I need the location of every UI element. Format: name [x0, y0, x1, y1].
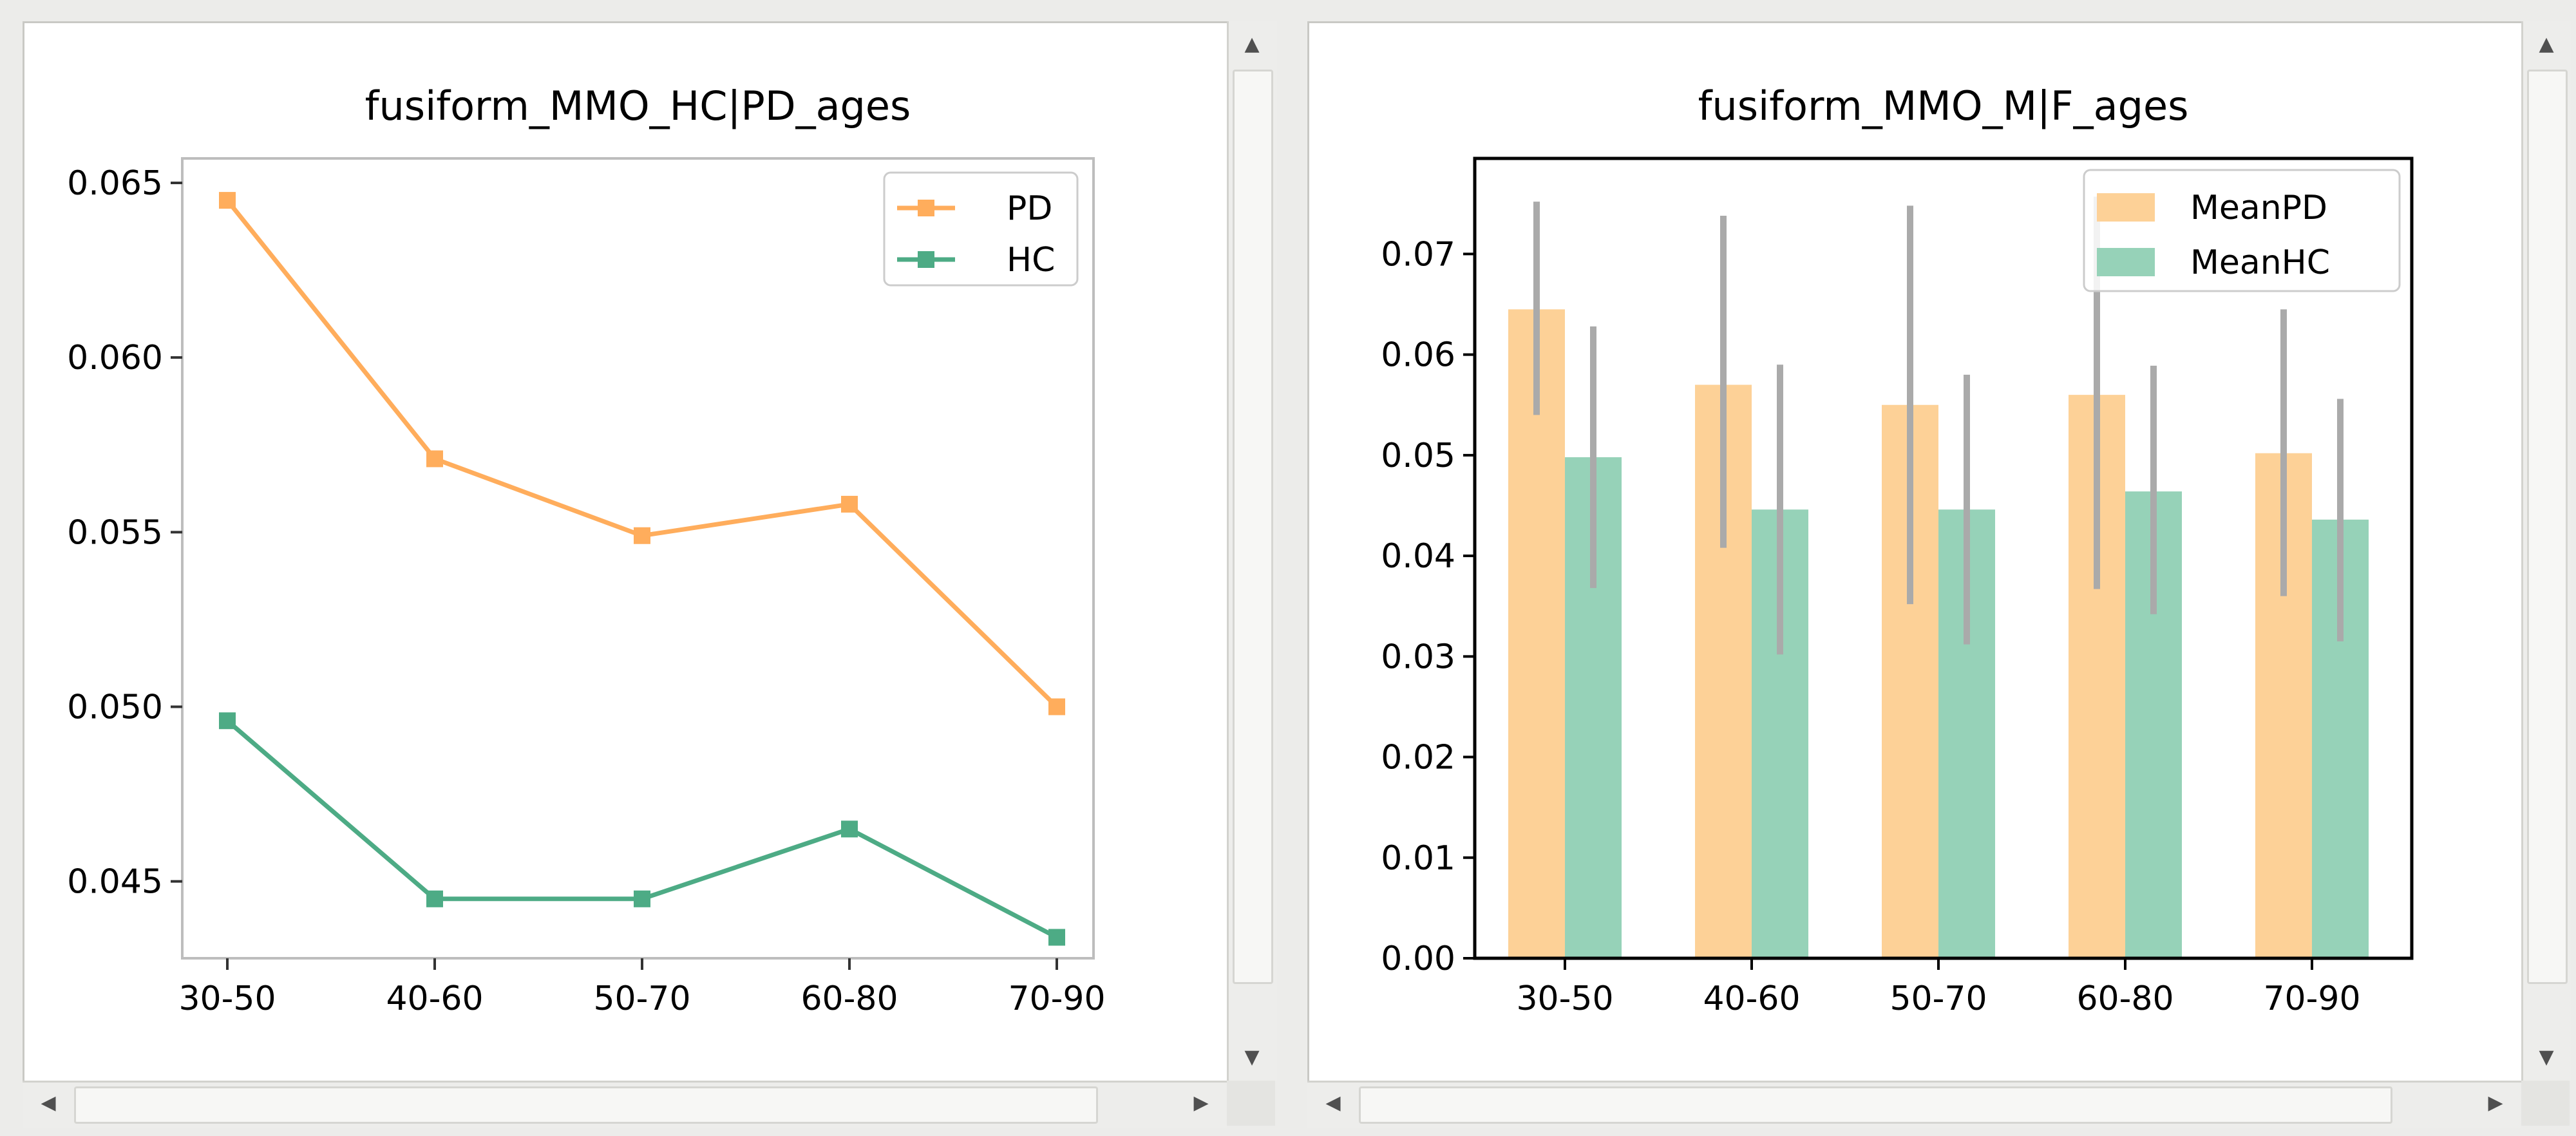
x-tick-label: 70-90: [2263, 980, 2360, 1018]
right-horizontal-scroll-thumb[interactable]: [1359, 1086, 2392, 1124]
chart-title: fusiform_MMO_HC|PD_ages: [365, 82, 911, 130]
bar-chart: fusiform_MMO_M|F_ages 0.00 0.01 0.02 0.03 0.0…: [1381, 82, 2414, 1018]
left-arrow-icon[interactable]: ◀: [41, 1092, 56, 1114]
data-point-pd: [841, 495, 858, 513]
plot-frame: [181, 157, 1095, 960]
left-arrow-icon[interactable]: ◀: [1325, 1092, 1341, 1114]
left-plot-viewport: fusiform_MMO_HC|PD_ages 0.045 0.050 0.055 0.…: [23, 21, 1229, 1083]
data-point-pd: [426, 450, 443, 468]
y-tick-label: 0.045: [67, 863, 163, 902]
y-tick-label: 0.050: [67, 688, 163, 727]
up-arrow-icon[interactable]: ▲: [1244, 33, 1260, 55]
right-scroll-corner: [2521, 1081, 2570, 1126]
right-plot-viewport: fusiform_MMO_M|F_ages 0.00 0.01 0.02 0.03 0.0…: [1307, 21, 2523, 1083]
down-arrow-icon[interactable]: ▼: [2539, 1046, 2554, 1068]
data-point-pd: [634, 527, 650, 544]
x-tick-label: 40-60: [386, 980, 483, 1018]
legend-label: HC: [1007, 241, 1055, 279]
legend-label: PD: [1007, 189, 1052, 228]
data-point-hc: [219, 712, 236, 730]
data-point-hc: [634, 890, 650, 907]
x-tick-label: 70-90: [1008, 980, 1105, 1018]
x-tick-label: 50-70: [1889, 980, 1987, 1018]
right-vertical-scrollbar[interactable]: ▲ ▼: [2521, 21, 2571, 1081]
right-arrow-icon[interactable]: ▶: [1193, 1092, 1209, 1114]
legend-box: [2083, 169, 2401, 292]
data-point-pd: [1048, 698, 1065, 715]
legend-label: MeanHC: [2190, 243, 2330, 282]
y-tick-label: 0.04: [1381, 537, 1455, 576]
left-vertical-scroll-thumb[interactable]: [1233, 70, 1273, 984]
bar-meanpd: [1508, 309, 1565, 959]
left-horizontal-scrollbar[interactable]: ◀ ▶: [23, 1081, 1227, 1128]
x-tick-label: 30-50: [178, 980, 276, 1018]
data-point-hc: [1048, 929, 1065, 946]
legend-label: MeanPD: [2190, 189, 2327, 227]
y-tick-label: 0.03: [1381, 638, 1455, 676]
left-vertical-scrollbar[interactable]: ▲ ▼: [1227, 21, 1277, 1081]
y-tick-label: 0.01: [1381, 839, 1455, 878]
y-tick-label: 0.05: [1381, 437, 1455, 475]
line-chart: fusiform_MMO_HC|PD_ages 0.045 0.050 0.055 0.…: [67, 82, 1105, 1018]
y-tick-label: 0.055: [67, 513, 163, 552]
y-tick-label: 0.02: [1381, 739, 1455, 777]
legend-marker: [918, 251, 934, 268]
x-tick-label: 60-80: [800, 980, 898, 1018]
x-tick-label: 50-70: [593, 980, 690, 1018]
right-plot-window: fusiform_MMO_M|F_ages 0.00 0.01 0.02 0.03 0.0…: [1298, 0, 2576, 1136]
left-scroll-corner: [1227, 1081, 1275, 1126]
x-tick-label: 60-80: [2076, 980, 2174, 1018]
y-tick-label: 0.07: [1381, 235, 1455, 274]
right-horizontal-scrollbar[interactable]: ◀ ▶: [1307, 1081, 2521, 1128]
legend-swatch: [2097, 248, 2155, 276]
left-plot-window: fusiform_MMO_HC|PD_ages 0.045 0.050 0.055 0.…: [0, 0, 1285, 1136]
right-arrow-icon[interactable]: ▶: [2488, 1092, 2503, 1114]
left-horizontal-scroll-thumb[interactable]: [74, 1086, 1098, 1124]
data-point-hc: [426, 890, 443, 907]
data-point-pd: [219, 192, 236, 209]
plot-frame: [1473, 156, 2414, 960]
data-point-hc: [841, 820, 858, 838]
down-arrow-icon[interactable]: ▼: [1244, 1046, 1260, 1068]
y-tick-label: 0.00: [1381, 940, 1455, 978]
right-vertical-scroll-thumb[interactable]: [2527, 70, 2568, 984]
y-tick-label: 0.065: [67, 164, 163, 203]
legend-swatch: [2097, 193, 2155, 222]
x-tick-label: 30-50: [1516, 980, 1613, 1018]
y-tick-label: 0.060: [67, 339, 163, 377]
x-tick-label: 40-60: [1703, 980, 1800, 1018]
up-arrow-icon[interactable]: ▲: [2539, 33, 2554, 55]
y-tick-label: 0.06: [1381, 336, 1455, 375]
chart-title: fusiform_MMO_M|F_ages: [1698, 82, 2189, 130]
legend-marker: [918, 200, 934, 216]
